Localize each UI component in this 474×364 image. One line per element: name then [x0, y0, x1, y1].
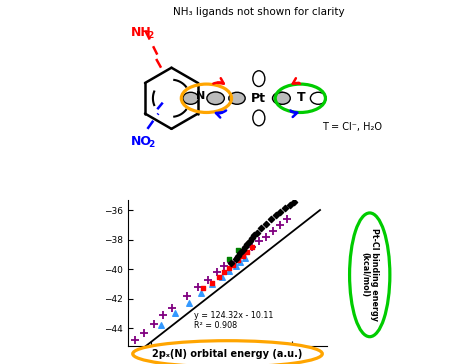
Point [169, 305, 176, 310]
Point [248, 244, 256, 250]
Point [225, 265, 232, 271]
Point [141, 330, 148, 336]
Point [248, 236, 256, 241]
Point [244, 249, 251, 254]
Point [131, 337, 139, 343]
Point [209, 280, 216, 285]
Ellipse shape [310, 92, 326, 104]
Point [286, 202, 293, 207]
Point [213, 269, 221, 275]
Ellipse shape [183, 92, 199, 104]
Text: Pt-Cl binding energy
(kcal/mol): Pt-Cl binding energy (kcal/mol) [360, 228, 379, 321]
Point [267, 217, 274, 222]
Text: Pt: Pt [251, 92, 266, 105]
Text: T = Cl⁻, H₂O: T = Cl⁻, H₂O [322, 122, 382, 132]
Point [220, 264, 228, 269]
Point [276, 222, 284, 228]
Point [283, 217, 291, 222]
Point [199, 285, 207, 291]
Point [255, 238, 263, 244]
Ellipse shape [273, 92, 289, 104]
Text: 2: 2 [148, 140, 154, 149]
Point [248, 244, 256, 250]
Point [225, 268, 232, 274]
Point [197, 290, 204, 296]
Point [291, 199, 298, 205]
Ellipse shape [253, 71, 265, 87]
Point [241, 244, 249, 250]
Text: N: N [196, 91, 206, 101]
Ellipse shape [133, 341, 322, 364]
Point [241, 255, 249, 261]
Point [272, 212, 279, 218]
Point [150, 321, 157, 327]
Point [253, 230, 261, 236]
Point [183, 293, 191, 299]
Text: NO: NO [131, 135, 152, 149]
Point [157, 322, 164, 328]
Ellipse shape [274, 92, 290, 104]
Point [218, 274, 226, 280]
Point [237, 259, 244, 265]
Point [216, 274, 223, 280]
Point [239, 247, 246, 253]
Point [237, 250, 244, 256]
Point [234, 258, 242, 264]
Text: NH₃ ligands not shown for clarity: NH₃ ligands not shown for clarity [173, 7, 345, 16]
Point [227, 259, 235, 265]
Point [263, 234, 270, 240]
Point [204, 277, 211, 282]
Point [234, 255, 242, 261]
Text: T: T [296, 91, 305, 104]
Text: NH: NH [131, 26, 152, 39]
Point [281, 205, 289, 210]
Point [269, 228, 277, 234]
Point [185, 300, 192, 306]
Point [159, 312, 167, 318]
Ellipse shape [253, 110, 265, 126]
Point [244, 241, 251, 247]
Point [227, 261, 235, 266]
Point [239, 253, 246, 259]
Point [234, 253, 242, 259]
Point [232, 256, 239, 262]
Text: 2pₓ(N) orbital energy (a.u.): 2pₓ(N) orbital energy (a.u.) [152, 349, 303, 359]
Ellipse shape [229, 92, 245, 104]
Point [209, 281, 216, 287]
Point [251, 233, 258, 238]
Ellipse shape [350, 213, 390, 337]
Point [276, 209, 284, 215]
Point [194, 284, 202, 290]
Point [246, 238, 254, 244]
Point [258, 225, 265, 231]
Point [241, 250, 249, 256]
Point [232, 264, 239, 269]
Ellipse shape [207, 92, 224, 104]
Text: y = 124.32x - 10.11
R² = 0.908: y = 124.32x - 10.11 R² = 0.908 [193, 311, 273, 331]
Point [229, 262, 237, 268]
Point [225, 256, 232, 262]
Point [220, 269, 228, 275]
Point [234, 247, 242, 253]
Point [263, 221, 270, 227]
Point [171, 310, 179, 316]
Text: 2: 2 [147, 31, 153, 40]
